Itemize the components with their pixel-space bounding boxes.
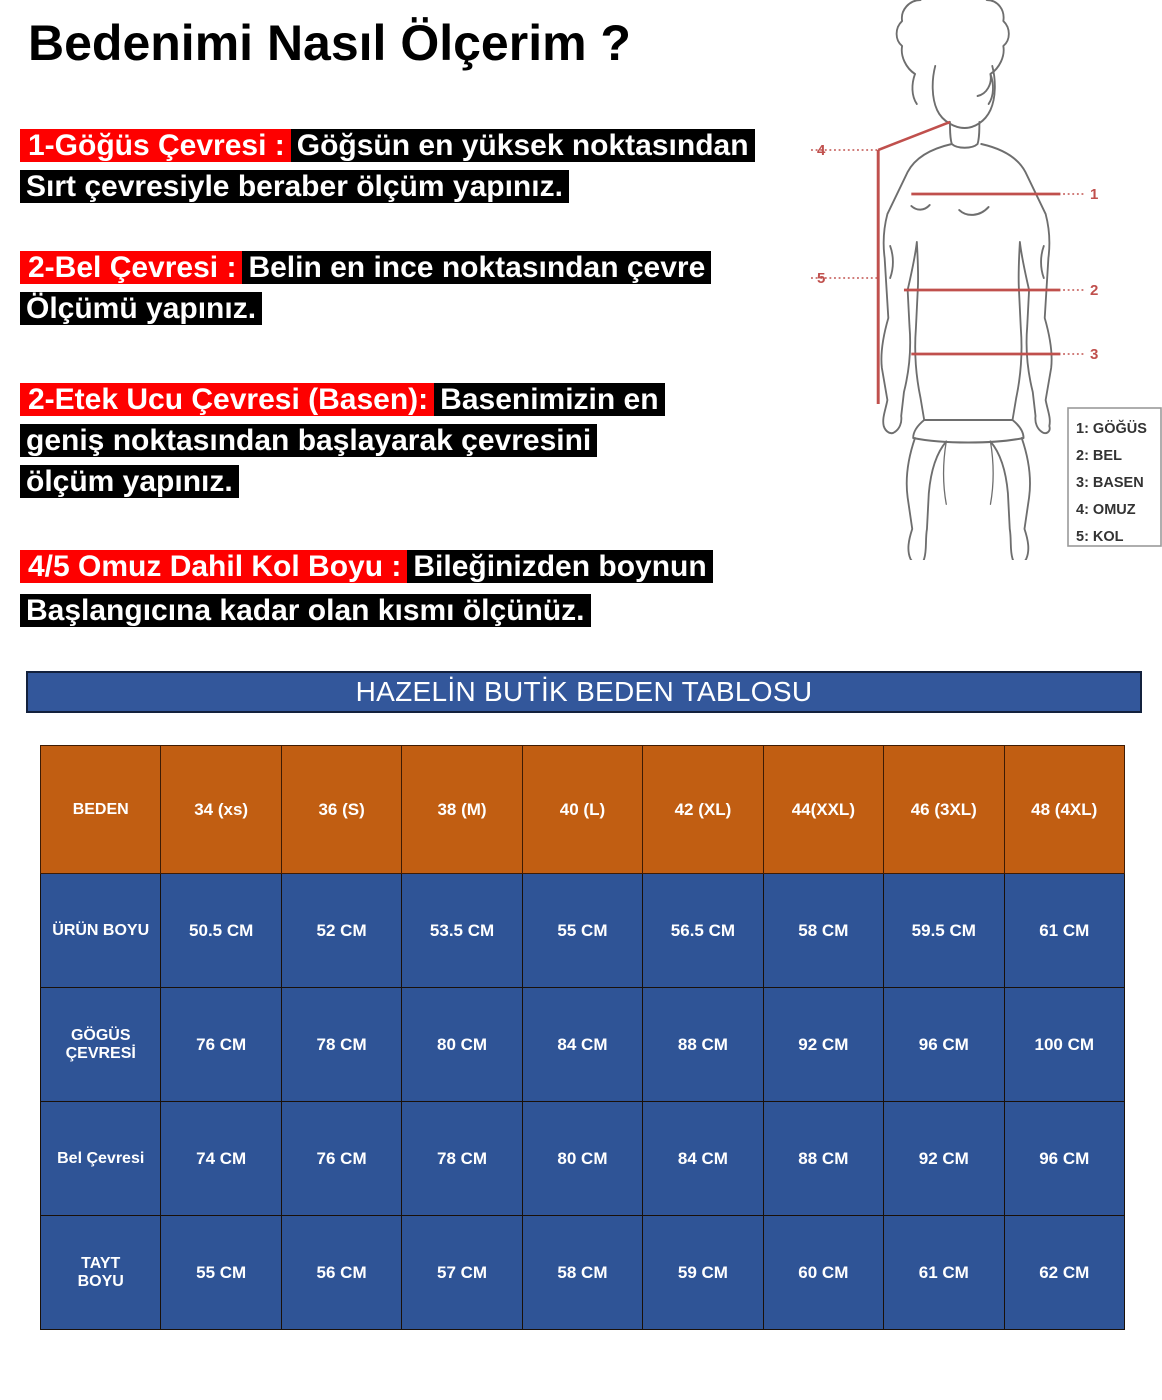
svg-text:5: 5 [817,270,825,287]
svg-text:2: BEL: 2: BEL [1076,448,1122,464]
svg-text:3: BASEN: 3: BASEN [1076,475,1144,491]
svg-text:3: 3 [1090,346,1098,363]
svg-text:4: 4 [817,142,826,159]
svg-text:1: 1 [1090,186,1098,203]
svg-text:1: GÖĞÜS: 1: GÖĞÜS [1076,419,1147,437]
svg-text:2: 2 [1090,282,1098,299]
svg-text:5: KOL: 5: KOL [1076,529,1124,545]
svg-text:4: OMUZ: 4: OMUZ [1076,502,1136,518]
